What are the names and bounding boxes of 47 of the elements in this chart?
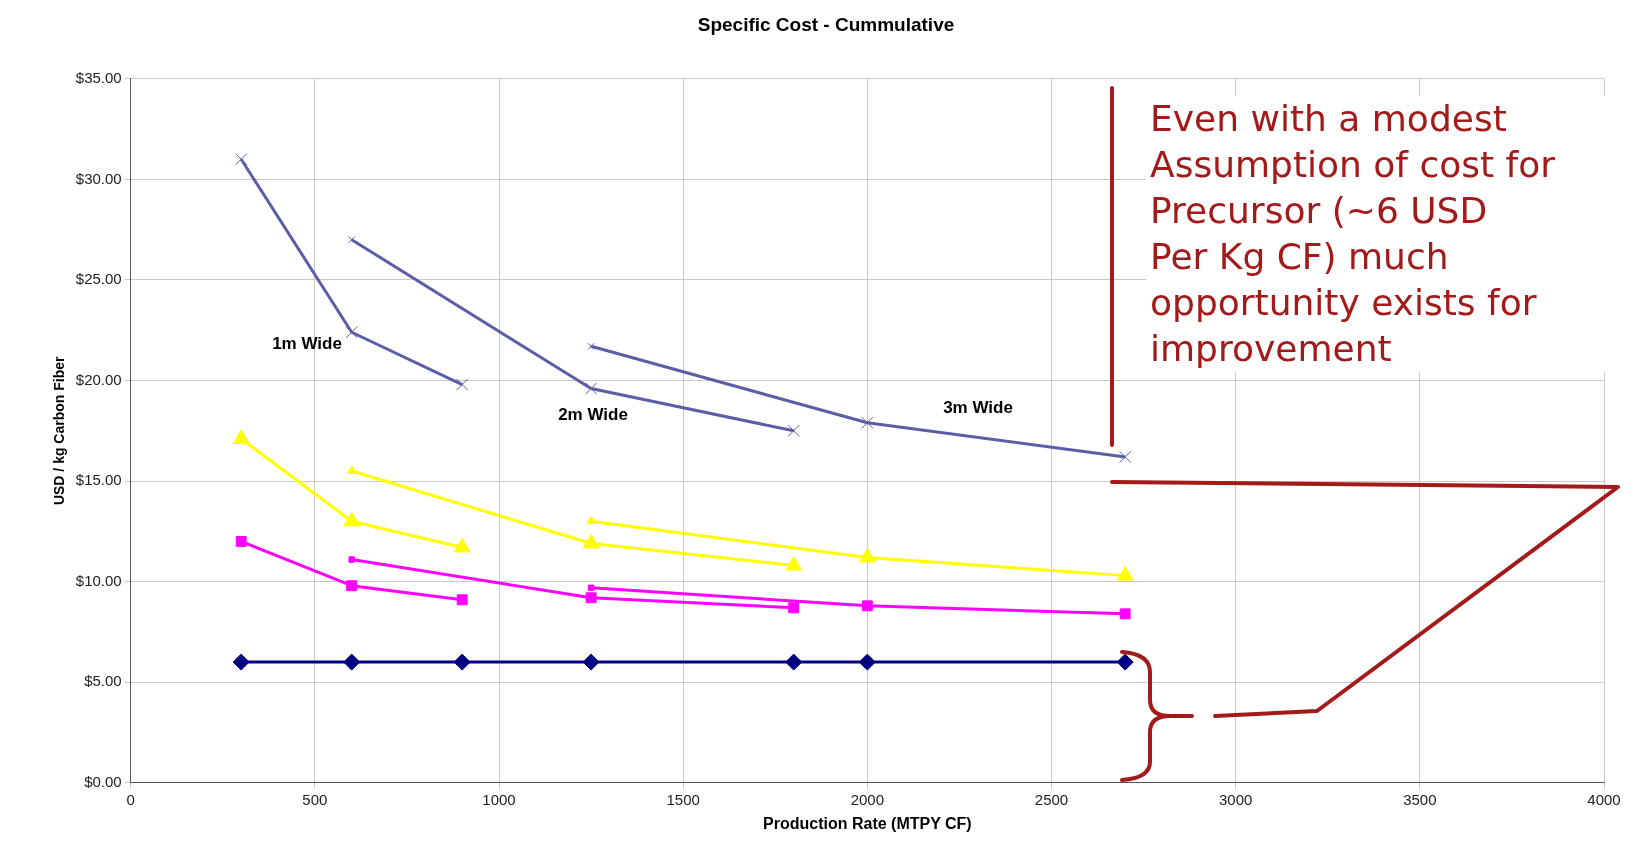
x-tick-label: 1500 bbox=[666, 790, 700, 808]
point bbox=[585, 592, 597, 604]
x-tick-label: 4000 bbox=[1587, 790, 1621, 808]
y-tick-label: $25.00 bbox=[75, 270, 122, 288]
point bbox=[232, 653, 250, 671]
y-axis-title: USD / kg Carbon Fiber bbox=[51, 355, 68, 506]
y-tick-label: $20.00 bbox=[75, 370, 122, 388]
annotation: 2m Wide bbox=[558, 404, 628, 424]
annotation: 3m Wide bbox=[943, 397, 1013, 417]
point bbox=[582, 653, 600, 671]
y-tick-label: $35.00 bbox=[75, 68, 122, 86]
x-tick-label: 1000 bbox=[482, 790, 516, 808]
point bbox=[456, 594, 468, 606]
point bbox=[859, 548, 876, 563]
point bbox=[456, 378, 469, 391]
x-tick-label: 3500 bbox=[1403, 790, 1437, 808]
point bbox=[1116, 653, 1134, 671]
y-tick-label: $5.00 bbox=[84, 672, 122, 690]
x-tick-label: 2500 bbox=[1034, 790, 1069, 808]
point bbox=[1119, 608, 1131, 620]
point bbox=[346, 580, 358, 592]
point bbox=[345, 326, 358, 339]
y-tick-label: $10.00 bbox=[75, 571, 122, 589]
point bbox=[785, 653, 803, 671]
point bbox=[788, 602, 800, 614]
point bbox=[235, 535, 247, 547]
annotation: Even with a modest Assumption of cost for Precursor (~6 USD Per Kg CF) much opportunity exists for improvement bbox=[1146, 96, 1624, 372]
point bbox=[1116, 566, 1134, 581]
point bbox=[861, 600, 873, 612]
x-tick-label: 0 bbox=[126, 790, 135, 808]
point bbox=[453, 653, 471, 671]
point bbox=[787, 424, 800, 437]
y-tick-label: $30.00 bbox=[75, 169, 122, 187]
annotation: 1m Wide bbox=[272, 333, 342, 353]
chart-title: Specific Cost - Cummulative bbox=[697, 13, 955, 35]
x-tick-label: 2000 bbox=[850, 790, 885, 808]
point bbox=[343, 653, 361, 671]
y-tick-label: $0.00 bbox=[84, 772, 122, 790]
point bbox=[1119, 450, 1132, 464]
point bbox=[861, 416, 874, 429]
point bbox=[584, 382, 598, 395]
point bbox=[235, 153, 248, 166]
x-tick-label: 3000 bbox=[1218, 790, 1253, 808]
y-tick-label: $15.00 bbox=[75, 471, 122, 489]
x-tick-label: 500 bbox=[302, 790, 328, 808]
x-axis-title: Production Rate (MTPY CF) bbox=[763, 814, 972, 832]
point bbox=[858, 653, 876, 671]
